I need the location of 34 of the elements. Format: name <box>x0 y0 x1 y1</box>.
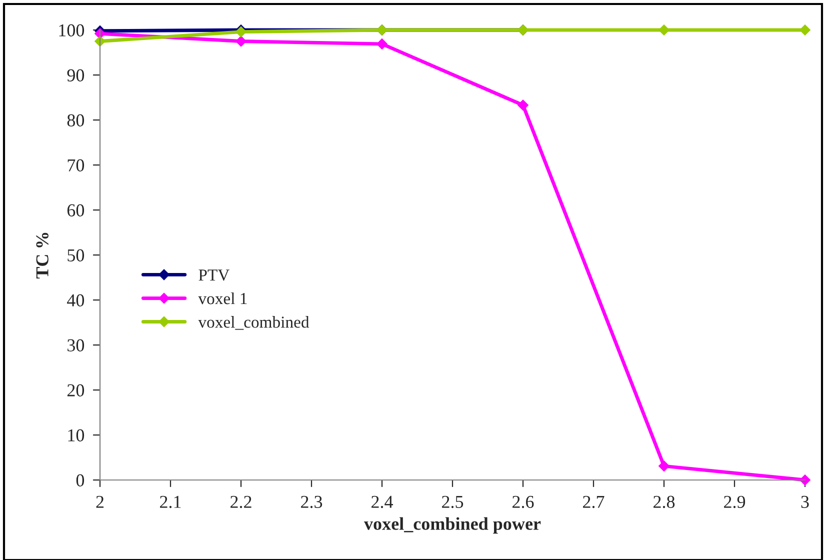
x-tick-label: 2.9 <box>724 496 746 508</box>
x-tick-label: 2 <box>96 496 104 508</box>
point <box>236 36 246 47</box>
y-tick-label: 100 <box>59 24 84 36</box>
x-tick-label: 2.8 <box>654 496 675 508</box>
point <box>518 100 528 111</box>
x-tick-label: 2.3 <box>301 496 322 508</box>
y-tick-label: 70 <box>68 159 84 172</box>
x-tick-label: 2.7 <box>583 496 604 508</box>
legend-label: voxel_combined <box>198 316 310 330</box>
point <box>800 474 810 486</box>
point <box>658 460 670 472</box>
legend-label: voxel 1 <box>198 292 247 304</box>
point <box>376 38 388 50</box>
x-tick-label: 2.6 <box>512 496 534 508</box>
y-tick-label: 80 <box>67 114 84 126</box>
x-tick-label: 2.1 <box>160 496 181 508</box>
y-tick-label: 60 <box>67 204 84 216</box>
y-tick-label: 10 <box>68 429 84 442</box>
y-tick-label: 30 <box>68 339 84 352</box>
y-tick-label: 20 <box>67 384 84 396</box>
x-tick-label: 2.2 <box>230 496 252 508</box>
x-tick-label: 2.5 <box>442 496 464 508</box>
point <box>658 24 670 36</box>
y-tick-label: 90 <box>67 69 84 82</box>
point <box>800 24 810 36</box>
y-tick-label: 40 <box>67 294 84 306</box>
y-tick-label: 50 <box>68 249 84 262</box>
y-tick-label: 0 <box>76 474 84 486</box>
y-axis-title: TC % <box>36 232 48 279</box>
legend-label: PTV <box>198 270 230 281</box>
x-axis-title: voxel_combined power <box>364 517 541 534</box>
x-tick-label: 2.4 <box>372 496 394 508</box>
x-tick-label: 3 <box>801 496 809 508</box>
